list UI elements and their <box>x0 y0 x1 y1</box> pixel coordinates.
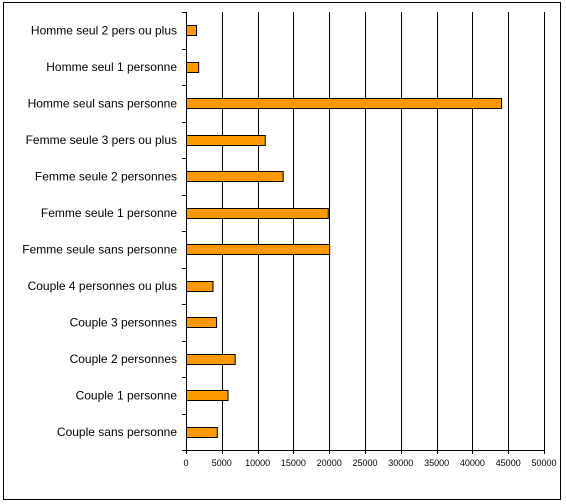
category-label: Homme seul sans personne <box>28 96 178 110</box>
x-tick-label: 45000 <box>496 458 521 468</box>
category-label: Femme seule 1 personne <box>41 206 177 220</box>
x-tick-label: 5000 <box>212 458 232 468</box>
category-label: Couple 3 personnes <box>70 315 177 329</box>
category-label: Femme seule 2 personnes <box>35 169 177 183</box>
x-tick-label: 10000 <box>245 458 270 468</box>
category-label: Femme seule 3 pers ou plus <box>26 133 177 147</box>
category-label: Couple sans personne <box>57 425 177 439</box>
category-label: Couple 2 personnes <box>70 352 177 366</box>
bar-5 <box>186 171 284 182</box>
bar-2 <box>186 62 200 73</box>
x-tick-label: 20000 <box>317 458 342 468</box>
x-tick-label: 40000 <box>460 458 485 468</box>
x-tick-label: 15000 <box>281 458 306 468</box>
category-label: Homme seul 1 personne <box>46 60 177 74</box>
bar-6 <box>186 208 329 219</box>
bar-3 <box>186 98 503 109</box>
bar-12 <box>186 427 218 438</box>
category-label: Homme seul 2 pers ou plus <box>31 23 177 37</box>
bars <box>186 25 503 438</box>
x-tick-label: 0 <box>183 458 188 468</box>
axes <box>182 12 545 454</box>
bar-11 <box>186 390 229 401</box>
bar-1 <box>186 25 198 36</box>
x-tick-label: 25000 <box>352 458 377 468</box>
gridlines <box>222 12 545 450</box>
bar-9 <box>186 317 218 328</box>
bar-10 <box>186 354 236 365</box>
category-label: Couple 1 personne <box>76 388 178 402</box>
x-tick-label: 35000 <box>424 458 449 468</box>
x-tick-label: 50000 <box>531 458 556 468</box>
bar-4 <box>186 135 266 146</box>
category-label: Couple 4 personnes ou plus <box>28 279 177 293</box>
x-tick-label: 30000 <box>388 458 413 468</box>
bar-8 <box>186 281 214 292</box>
bar-7 <box>186 244 331 255</box>
category-labels: Homme seul 2 pers ou plus Homme seul 1 pe… <box>22 23 177 439</box>
tick-labels: 0 5000 10000 15000 20000 25000 30000 35000 40000… <box>183 458 556 468</box>
category-label: Femme seule sans personne <box>22 242 177 256</box>
